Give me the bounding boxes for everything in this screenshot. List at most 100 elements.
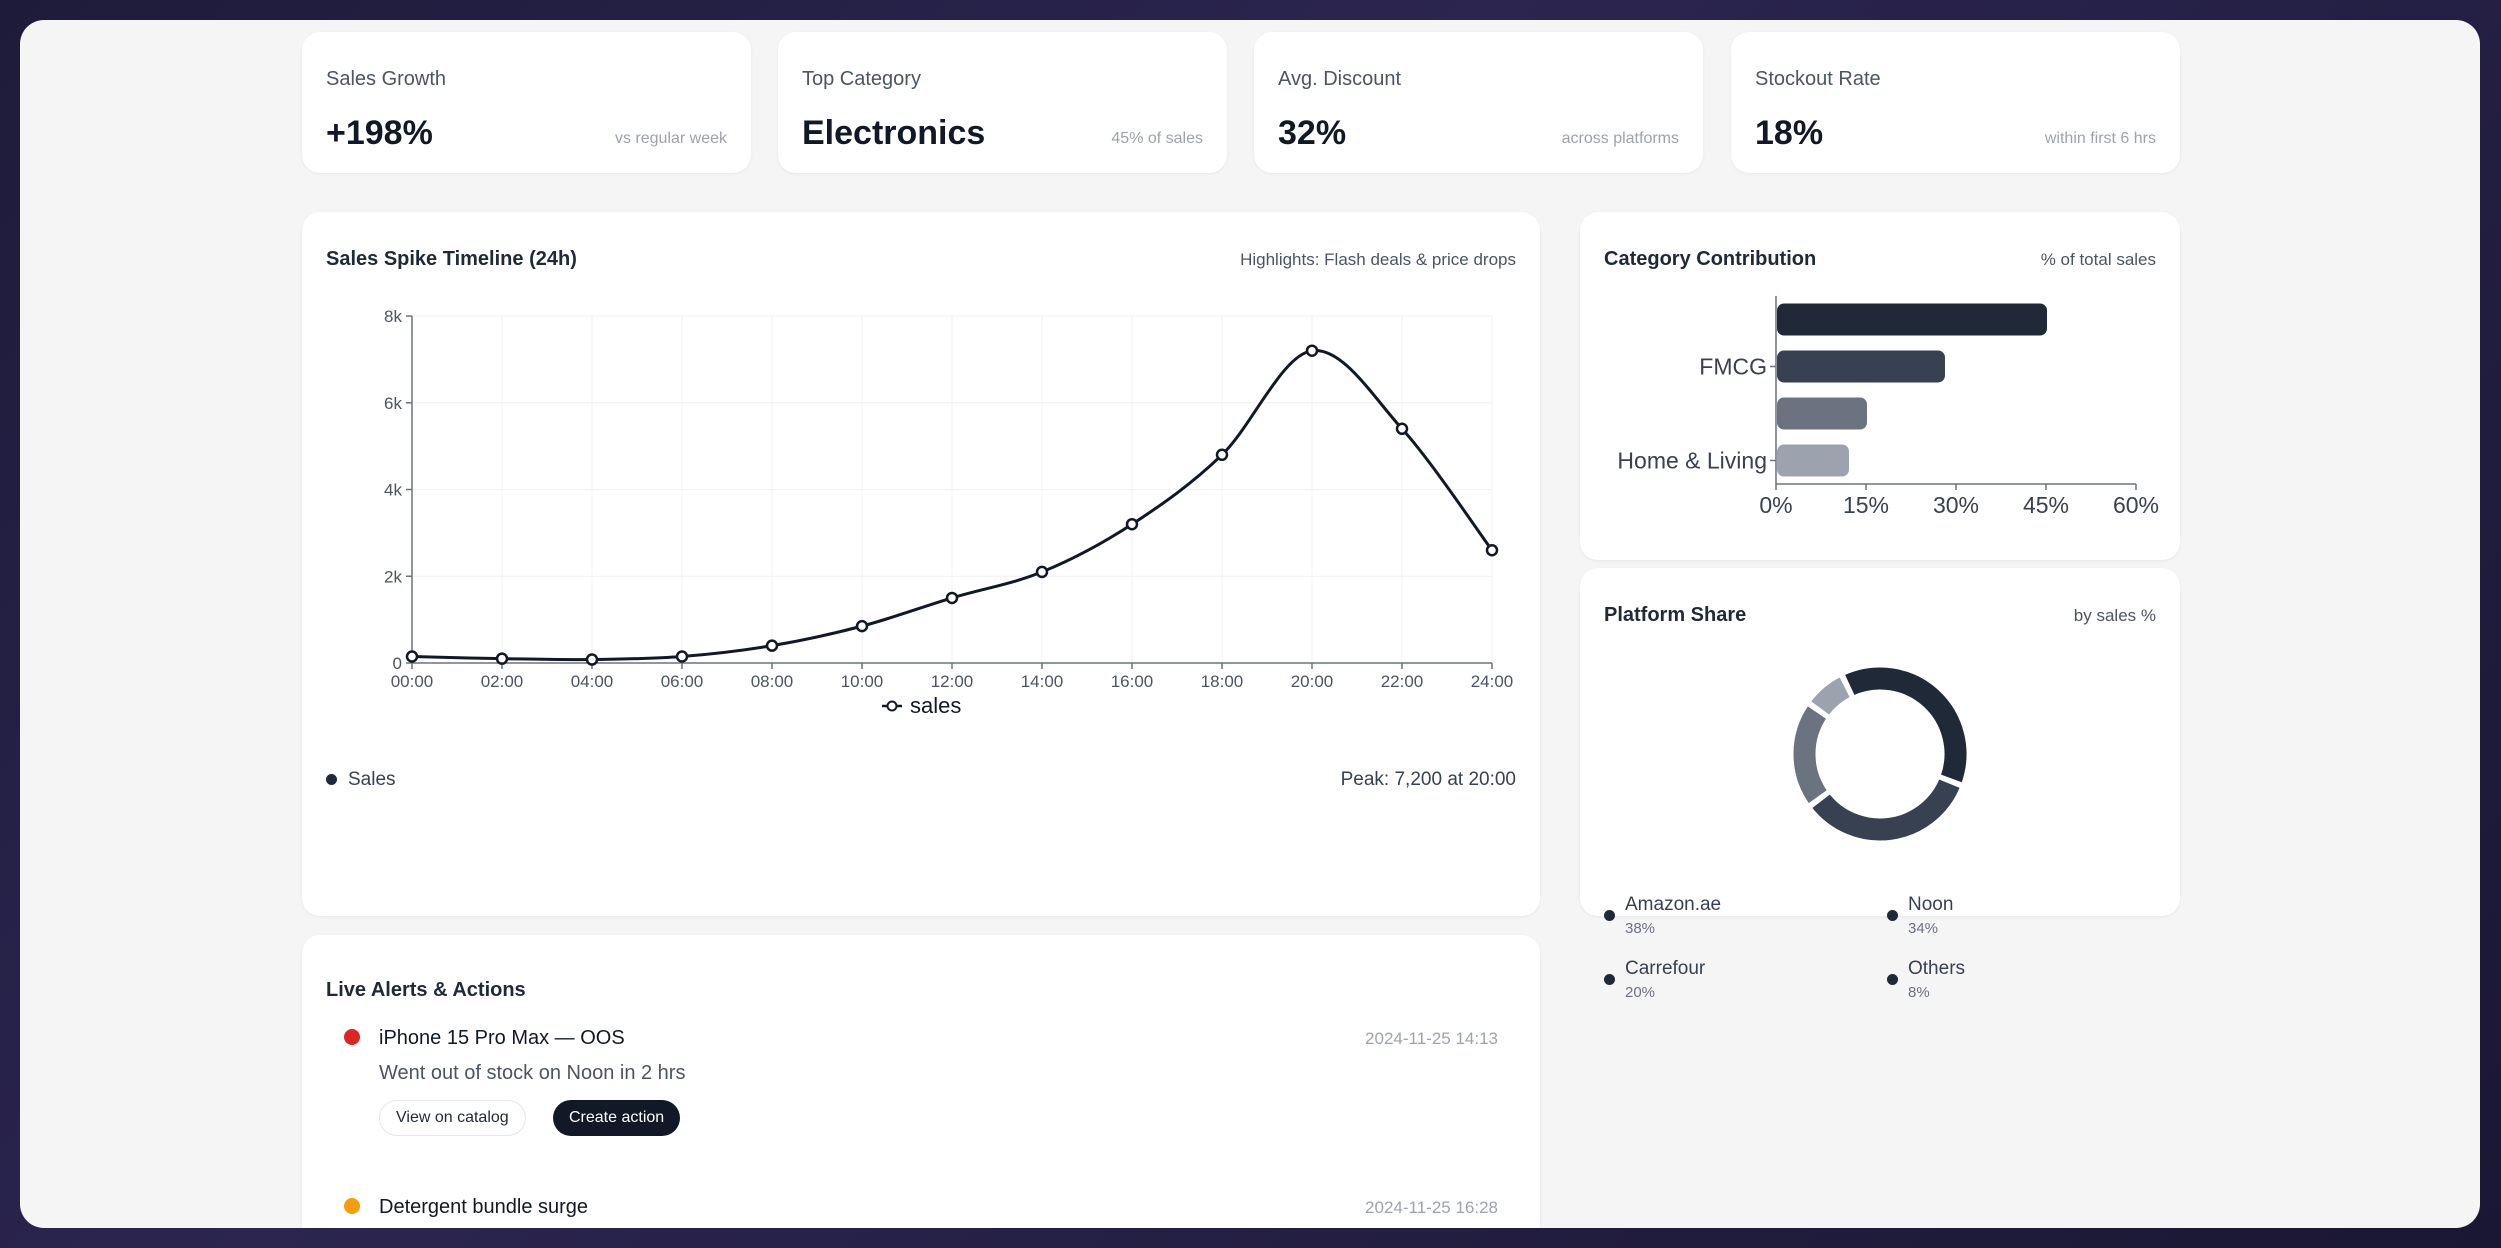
- card-subtitle: by sales %: [2073, 606, 2156, 625]
- kpi-note: 45% of sales: [1111, 130, 1203, 147]
- sales-data-point: [1305, 344, 1319, 357]
- sales-line-chart: 0 2k 4k 6k 8k 00:00 02:00 04:00 06:00 08:00 10:00 1…: [384, 307, 1514, 718]
- platform-legend-name: Carrefour: [1625, 958, 1706, 979]
- platform-legend-name: Noon: [1908, 894, 1954, 915]
- sales-data-point: [765, 639, 779, 652]
- kpi-note: vs regular week: [614, 130, 727, 147]
- x-tick-label: 04:00: [571, 672, 614, 691]
- x-tick-label: 0%: [1759, 492, 1792, 518]
- x-tick-label: 08:00: [751, 672, 794, 691]
- category-label: FMCG: [1699, 354, 1767, 380]
- kpi-label: Stockout Rate: [1755, 68, 1881, 90]
- x-tick-label: 22:00: [1381, 672, 1424, 691]
- x-tick-label: 02:00: [481, 672, 524, 691]
- alert-severity-dot: [344, 1029, 360, 1045]
- kpi-value: 32%: [1278, 114, 1347, 152]
- kpi-label: Top Category: [802, 68, 921, 90]
- kpi-value: Electronics: [802, 114, 986, 152]
- kpi-note: across platforms: [1561, 130, 1679, 147]
- y-tick-label: 0: [393, 654, 402, 673]
- card-title: Live Alerts & Actions: [326, 979, 526, 1001]
- platform-share-card: Platform Share by sales %: [1580, 568, 2180, 916]
- x-tick-label: 60%: [2113, 492, 2159, 518]
- x-tick-label: 00:00: [391, 672, 434, 691]
- platform-legend-pct: 38%: [1625, 920, 1656, 937]
- live-alerts-card: Live Alerts & Actions iPhone 15 Pro Max …: [302, 935, 1540, 1228]
- x-tick-label: 16:00: [1111, 672, 1154, 691]
- y-tick-label: 2k: [384, 567, 402, 586]
- kpi-card-avg-discount: Avg. Discount 32% across platforms: [1254, 32, 1703, 173]
- alert-description: Went out of stock on Noon in 2 hrs: [379, 1062, 686, 1084]
- legend-dot: [1887, 974, 1898, 985]
- platform-legend-pct: 20%: [1625, 984, 1656, 1001]
- x-tick-label: 18:00: [1201, 672, 1244, 691]
- sales-data-point: [1485, 543, 1499, 557]
- category-bar-chart: FMCG Home & Living 0% 15% 30% 45% 60%: [1617, 296, 2159, 518]
- legend-label: Sales: [348, 769, 396, 790]
- sales-data-point: [405, 650, 419, 663]
- platform-legend-name: Amazon.ae: [1625, 894, 1722, 915]
- donut-slice-carrefour: [1790, 702, 1831, 808]
- category-bar: [1777, 444, 1849, 477]
- legend-dot: [1604, 974, 1615, 985]
- kpi-value: +198%: [326, 114, 433, 152]
- sales-data-point: [945, 591, 959, 605]
- y-tick-label: 4k: [384, 481, 402, 500]
- platform-legend-pct: 8%: [1908, 984, 1930, 1001]
- x-tick-label: 12:00: [931, 672, 974, 691]
- kpi-card-stockout-rate: Stockout Rate 18% within first 6 hrs: [1731, 32, 2180, 173]
- alert-title: iPhone 15 Pro Max — OOS: [379, 1027, 625, 1049]
- legend-dot: [1887, 910, 1898, 921]
- donut-slice-others: [1807, 673, 1854, 719]
- view-on-catalog-button[interactable]: View on catalog: [379, 1100, 526, 1136]
- x-tick-label: 14:00: [1021, 672, 1064, 691]
- kpi-note: within first 6 hrs: [2044, 130, 2156, 147]
- x-tick-label: 30%: [1933, 492, 1979, 518]
- category-bar: [1777, 350, 1945, 383]
- dashboard-frame: Sales Growth +198% vs regular week Top C…: [20, 20, 2480, 1228]
- sales-data-point: [585, 653, 599, 666]
- x-tick-label: 20:00: [1291, 672, 1334, 691]
- card-title: Platform Share: [1604, 604, 1747, 626]
- x-tick-label: 10:00: [841, 672, 884, 691]
- category-bar: [1777, 397, 1867, 430]
- x-tick-label: 45%: [2023, 492, 2069, 518]
- card-title: Category Contribution: [1604, 248, 1817, 270]
- category-contribution-card: Category Contribution % of total sales F…: [1580, 212, 2180, 560]
- kpi-card-sales-growth: Sales Growth +198% vs regular week: [302, 32, 751, 173]
- sales-data-point: [1035, 565, 1049, 579]
- line-legend-marker: [886, 700, 898, 712]
- donut-slice-noon: [1808, 775, 1964, 844]
- sales-data-point: [1215, 448, 1229, 462]
- y-tick-label: 8k: [384, 307, 402, 326]
- card-subtitle: Highlights: Flash deals & price drops: [1240, 250, 1516, 269]
- kpi-label: Sales Growth: [326, 68, 447, 90]
- category-label: Home & Living: [1617, 448, 1767, 474]
- kpi-label: Avg. Discount: [1278, 68, 1402, 90]
- alert-title: Detergent bundle surge: [379, 1196, 589, 1218]
- sales-data-point: [855, 619, 869, 633]
- alert-severity-dot: [344, 1198, 360, 1214]
- alert-time: 2024-11-25 16:28: [1365, 1198, 1498, 1217]
- peak-text: Peak: 7,200 at 20:00: [1340, 769, 1516, 790]
- platform-donut-chart: [1790, 664, 1970, 844]
- create-action-button[interactable]: Create action: [553, 1100, 681, 1136]
- legend-dot: [326, 774, 337, 785]
- kpi-value: 18%: [1755, 114, 1824, 152]
- card-title: Sales Spike Timeline (24h): [326, 248, 577, 270]
- card-subtitle: % of total sales: [2040, 250, 2156, 269]
- line-legend-label: sales: [910, 693, 961, 718]
- y-tick-label: 6k: [384, 394, 402, 413]
- kpi-card-top-category: Top Category Electronics 45% of sales: [778, 32, 1227, 173]
- legend-dot: [1604, 910, 1615, 921]
- x-tick-label: 15%: [1843, 492, 1889, 518]
- alert-time: 2024-11-25 14:13: [1365, 1029, 1498, 1048]
- x-tick-label: 24:00: [1471, 672, 1514, 691]
- sales-data-point: [495, 652, 509, 665]
- sales-data-point: [1125, 517, 1139, 531]
- sales-data-point: [1395, 422, 1409, 436]
- sales-data-point: [675, 650, 689, 663]
- x-tick-label: 06:00: [661, 672, 704, 691]
- sales-timeline-card: Sales Spike Timeline (24h) Highlights: F…: [302, 212, 1540, 916]
- category-bar: [1777, 303, 2047, 336]
